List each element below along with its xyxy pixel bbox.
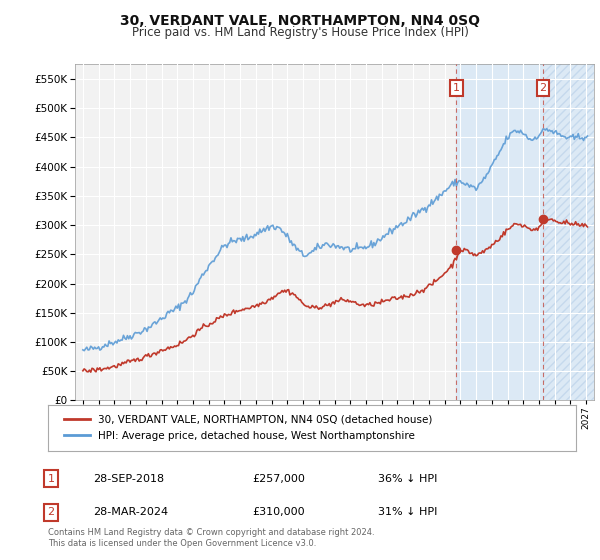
Text: £310,000: £310,000 (252, 507, 305, 517)
Text: 36% ↓ HPI: 36% ↓ HPI (378, 474, 437, 484)
Bar (457, 64, 543, 400)
Text: Contains HM Land Registry data © Crown copyright and database right 2024.
This d: Contains HM Land Registry data © Crown c… (48, 528, 374, 548)
Text: 28-SEP-2018: 28-SEP-2018 (93, 474, 164, 484)
Text: 1: 1 (47, 474, 55, 484)
Bar (543, 64, 594, 400)
Text: 2: 2 (539, 83, 547, 93)
Text: 31% ↓ HPI: 31% ↓ HPI (378, 507, 437, 517)
Text: 2: 2 (47, 507, 55, 517)
Text: £257,000: £257,000 (252, 474, 305, 484)
Text: Price paid vs. HM Land Registry's House Price Index (HPI): Price paid vs. HM Land Registry's House … (131, 26, 469, 39)
Text: 30, VERDANT VALE, NORTHAMPTON, NN4 0SQ: 30, VERDANT VALE, NORTHAMPTON, NN4 0SQ (120, 14, 480, 28)
Legend: 30, VERDANT VALE, NORTHAMPTON, NN4 0SQ (detached house), HPI: Average price, det: 30, VERDANT VALE, NORTHAMPTON, NN4 0SQ (… (58, 409, 437, 446)
Text: 1: 1 (453, 83, 460, 93)
Bar (543, 64, 594, 400)
Text: 28-MAR-2024: 28-MAR-2024 (93, 507, 168, 517)
